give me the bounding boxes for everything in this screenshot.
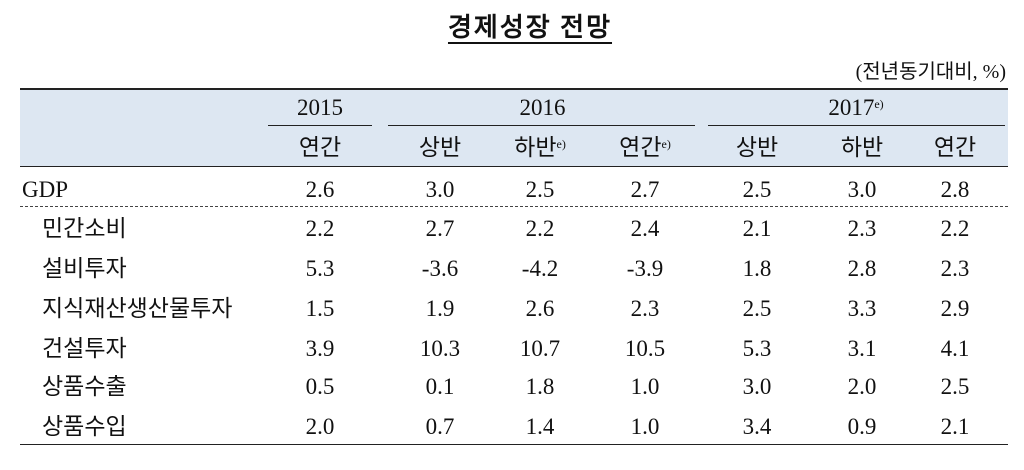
cell-value: 1.9 <box>425 296 455 321</box>
row-label: 지식재산생산물투자 <box>42 296 233 321</box>
cell-value: 0.1 <box>425 374 455 399</box>
cell-value: 2.0 <box>847 374 877 399</box>
superscript: e) <box>556 137 566 151</box>
cell-value: 2.1 <box>742 216 772 241</box>
header-rule <box>20 166 1008 167</box>
cell-value: 4.1 <box>940 336 970 361</box>
cell-value: 2.2 <box>940 216 970 241</box>
row-label: 상품수입 <box>42 414 127 439</box>
cell-text: 2017 <box>828 95 875 120</box>
cell-text: 상반 <box>418 135 462 160</box>
cell-value: 2.6 <box>525 296 555 321</box>
year-rule <box>708 125 1005 126</box>
cell-value: 3.0 <box>742 374 772 399</box>
gdp-rule <box>20 206 1008 207</box>
bottom-rule <box>20 444 1008 445</box>
row-label: GDP <box>22 177 69 202</box>
cell-value: 1.8 <box>525 374 555 399</box>
cell-value: 2.4 <box>630 216 660 241</box>
cell-value: 5.3 <box>742 336 772 361</box>
unit-note: (전년동기대비, %) <box>855 61 1006 83</box>
cell-text: 연간 <box>933 135 977 160</box>
cell-value: 0.7 <box>425 414 455 439</box>
cell-value: 2.5 <box>525 177 555 202</box>
cell-text: 연간 <box>619 135 662 160</box>
superscript: e) <box>661 137 671 151</box>
cell-value: 3.0 <box>425 177 455 202</box>
row-label: 민간소비 <box>42 216 127 241</box>
year-header: 2017e) <box>828 94 883 122</box>
cell-value: 10.7 <box>519 336 561 361</box>
cell-value: 2.3 <box>940 256 970 281</box>
cell-value: 2.3 <box>630 296 660 321</box>
cell-value: 2.1 <box>940 414 970 439</box>
cell-text: 2015 <box>297 95 343 120</box>
cell-value: 5.3 <box>305 256 335 281</box>
cell-value: 2.3 <box>847 216 877 241</box>
period-header: 상반 <box>419 134 461 162</box>
cell-value: -3.6 <box>421 256 459 281</box>
period-header: 하반 <box>841 134 883 162</box>
cell-value: 2.8 <box>940 177 970 202</box>
row-label: 설비투자 <box>42 256 127 281</box>
row-label: 상품수출 <box>42 374 127 399</box>
cell-value: 10.5 <box>624 336 666 361</box>
year-header: 2015 <box>297 94 343 122</box>
cell-value: 10.3 <box>419 336 461 361</box>
cell-value: 3.1 <box>847 336 877 361</box>
cell-value: -4.2 <box>521 256 559 281</box>
year-rule <box>268 125 372 126</box>
row-label: 건설투자 <box>42 336 127 361</box>
cell-value: 0.9 <box>847 414 877 439</box>
cell-value: 1.5 <box>305 296 335 321</box>
top-rule <box>20 88 1008 90</box>
period-header: 연간 <box>299 134 341 162</box>
cell-value: -3.9 <box>626 256 664 281</box>
title: 경제성장 전망 <box>447 13 613 42</box>
cell-value: 2.5 <box>940 374 970 399</box>
cell-value: 2.9 <box>940 296 970 321</box>
period-header: 연간e) <box>619 134 671 162</box>
year-header: 2016 <box>520 94 566 122</box>
cell-value: 3.3 <box>847 296 877 321</box>
cell-value: 3.4 <box>742 414 772 439</box>
cell-value: 2.5 <box>742 296 772 321</box>
cell-value: 2.8 <box>847 256 877 281</box>
cell-text: 하반 <box>840 135 884 160</box>
cell-text: 하반 <box>514 135 557 160</box>
year-rule <box>388 125 695 126</box>
cell-value: 2.2 <box>525 216 555 241</box>
cell-text: 연간 <box>298 135 342 160</box>
cell-value: 1.0 <box>630 374 660 399</box>
cell-value: 2.5 <box>742 177 772 202</box>
cell-value: 2.7 <box>630 177 660 202</box>
cell-value: 2.7 <box>425 216 455 241</box>
superscript: e) <box>874 97 884 111</box>
cell-value: 1.4 <box>525 414 555 439</box>
header-band <box>20 88 1008 166</box>
cell-value: 2.6 <box>305 177 335 202</box>
cell-value: 2.2 <box>305 216 335 241</box>
cell-value: 3.9 <box>305 336 335 361</box>
cell-value: 0.5 <box>305 374 335 399</box>
period-header: 하반e) <box>514 134 566 162</box>
cell-text: 상반 <box>735 135 779 160</box>
period-header: 연간 <box>934 134 976 162</box>
cell-value: 1.0 <box>630 414 660 439</box>
period-header: 상반 <box>736 134 778 162</box>
cell-value: 3.0 <box>847 177 877 202</box>
cell-value: 1.8 <box>742 256 772 281</box>
cell-value: 2.0 <box>305 414 335 439</box>
cell-text: 2016 <box>519 95 566 120</box>
